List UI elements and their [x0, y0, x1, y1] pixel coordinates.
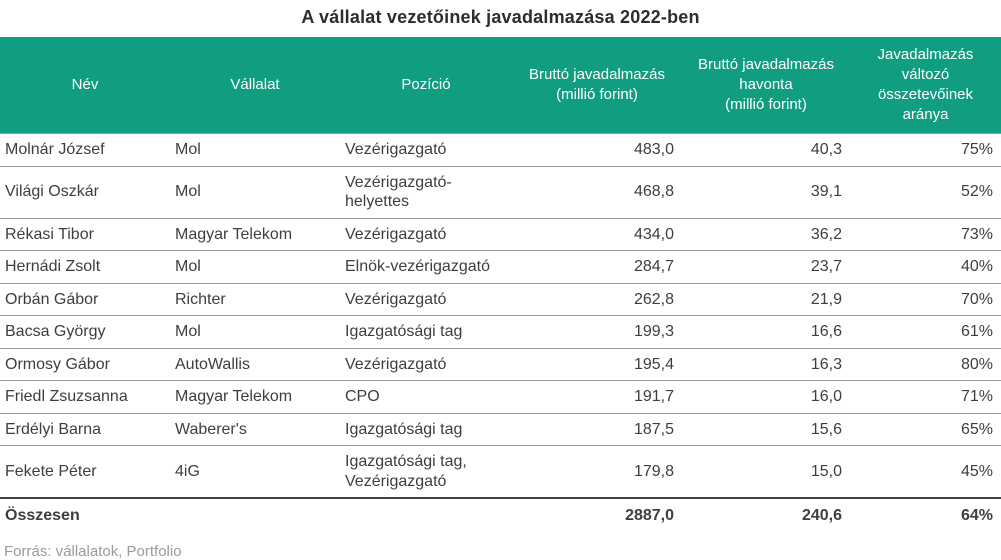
- total-gross: 2887,0: [512, 497, 682, 534]
- table-row: Fekete Péter 4iG Igazgatósági tag, Vezér…: [0, 445, 1001, 499]
- total-empty-cell: [340, 497, 512, 534]
- table-row: Rékasi Tibor Magyar Telekom Vezérigazgat…: [0, 217, 1001, 251]
- page-title: A vállalat vezetőinek javadalmazása 2022…: [301, 7, 700, 27]
- cell-company: Magyar Telekom: [170, 217, 340, 251]
- total-monthly: 240,6: [682, 497, 850, 534]
- table-header-row: Név Vállalat Pozíció Bruttó javadalmazás…: [0, 37, 1001, 134]
- source-note: Forrás: vállalatok, Portfolio: [4, 542, 182, 560]
- cell-variable-share: 61%: [850, 315, 1001, 349]
- cell-gross: 434,0: [512, 217, 682, 251]
- cell-name: Friedl Zsuzsanna: [0, 380, 170, 414]
- cell-monthly: 21,9: [682, 282, 850, 316]
- cell-name: Orbán Gábor: [0, 282, 170, 316]
- column-header-position: Pozíció: [340, 37, 512, 134]
- cell-variable-share: 65%: [850, 412, 1001, 446]
- cell-company: Waberer's: [170, 412, 340, 446]
- cell-position: Vezérigazgató: [340, 133, 512, 167]
- table-row: Ormosy Gábor AutoWallis Vezérigazgató 19…: [0, 347, 1001, 381]
- cell-gross: 191,7: [512, 380, 682, 414]
- cell-company: Mol: [170, 315, 340, 349]
- table-row: Erdélyi Barna Waberer's Igazgatósági tag…: [0, 412, 1001, 446]
- cell-position: Elnök-vezérigazgató: [340, 250, 512, 284]
- cell-monthly: 23,7: [682, 250, 850, 284]
- cell-position: Igazgatósági tag, Vezérigazgató: [340, 445, 512, 499]
- cell-gross: 468,8: [512, 165, 682, 219]
- table-row: Bacsa György Mol Igazgatósági tag 199,3 …: [0, 315, 1001, 349]
- cell-monthly: 16,0: [682, 380, 850, 414]
- cell-gross: 195,4: [512, 347, 682, 381]
- cell-gross: 179,8: [512, 445, 682, 499]
- cell-variable-share: 71%: [850, 380, 1001, 414]
- cell-company: Magyar Telekom: [170, 380, 340, 414]
- cell-name: Erdélyi Barna: [0, 412, 170, 446]
- table-total-row: Összesen 2887,0 240,6 64%: [0, 497, 1001, 534]
- cell-variable-share: 70%: [850, 282, 1001, 316]
- total-label: Összesen: [0, 497, 170, 534]
- cell-gross: 284,7: [512, 250, 682, 284]
- cell-monthly: 36,2: [682, 217, 850, 251]
- cell-position: Vezérigazgató: [340, 282, 512, 316]
- cell-monthly: 15,6: [682, 412, 850, 446]
- cell-monthly: 15,0: [682, 445, 850, 499]
- compensation-table: Név Vállalat Pozíció Bruttó javadalmazás…: [0, 37, 1001, 534]
- cell-gross: 483,0: [512, 133, 682, 167]
- cell-name: Rékasi Tibor: [0, 217, 170, 251]
- cell-monthly: 39,1: [682, 165, 850, 219]
- cell-company: Mol: [170, 250, 340, 284]
- column-header-variable-share: Javadalmazás változó összetevőinek arány…: [850, 37, 1001, 134]
- cell-name: Világi Oszkár: [0, 165, 170, 219]
- table-row: Világi Oszkár Mol Vezérigazgató-helyette…: [0, 165, 1001, 219]
- cell-variable-share: 80%: [850, 347, 1001, 381]
- cell-position: Igazgatósági tag: [340, 315, 512, 349]
- cell-position: Vezérigazgató: [340, 347, 512, 381]
- table-row: Orbán Gábor Richter Vezérigazgató 262,8 …: [0, 282, 1001, 316]
- cell-variable-share: 73%: [850, 217, 1001, 251]
- column-header-gross-compensation: Bruttó javadalmazás (millió forint): [512, 37, 682, 134]
- cell-company: Richter: [170, 282, 340, 316]
- table-row: Friedl Zsuzsanna Magyar Telekom CPO 191,…: [0, 380, 1001, 414]
- cell-monthly: 16,3: [682, 347, 850, 381]
- cell-monthly: 16,6: [682, 315, 850, 349]
- cell-variable-share: 75%: [850, 133, 1001, 167]
- cell-company: AutoWallis: [170, 347, 340, 381]
- cell-company: Mol: [170, 133, 340, 167]
- cell-position: Vezérigazgató-helyettes: [340, 165, 512, 219]
- column-header-monthly-gross: Bruttó javadalmazás havonta (millió fori…: [682, 37, 850, 134]
- column-header-company: Vállalat: [170, 37, 340, 134]
- cell-variable-share: 40%: [850, 250, 1001, 284]
- total-empty-cell: [170, 497, 340, 534]
- cell-name: Hernádi Zsolt: [0, 250, 170, 284]
- total-variable-share: 64%: [850, 497, 1001, 534]
- cell-name: Fekete Péter: [0, 445, 170, 499]
- cell-gross: 199,3: [512, 315, 682, 349]
- cell-gross: 187,5: [512, 412, 682, 446]
- cell-monthly: 40,3: [682, 133, 850, 167]
- table-row: Molnár József Mol Vezérigazgató 483,0 40…: [0, 133, 1001, 167]
- cell-name: Bacsa György: [0, 315, 170, 349]
- cell-gross: 262,8: [512, 282, 682, 316]
- cell-variable-share: 45%: [850, 445, 1001, 499]
- cell-name: Ormosy Gábor: [0, 347, 170, 381]
- cell-company: 4iG: [170, 445, 340, 499]
- column-header-name: Név: [0, 37, 170, 134]
- cell-name: Molnár József: [0, 133, 170, 167]
- table-row: Hernádi Zsolt Mol Elnök-vezérigazgató 28…: [0, 250, 1001, 284]
- cell-position: CPO: [340, 380, 512, 414]
- cell-company: Mol: [170, 165, 340, 219]
- cell-variable-share: 52%: [850, 165, 1001, 219]
- cell-position: Vezérigazgató: [340, 217, 512, 251]
- cell-position: Igazgatósági tag: [340, 412, 512, 446]
